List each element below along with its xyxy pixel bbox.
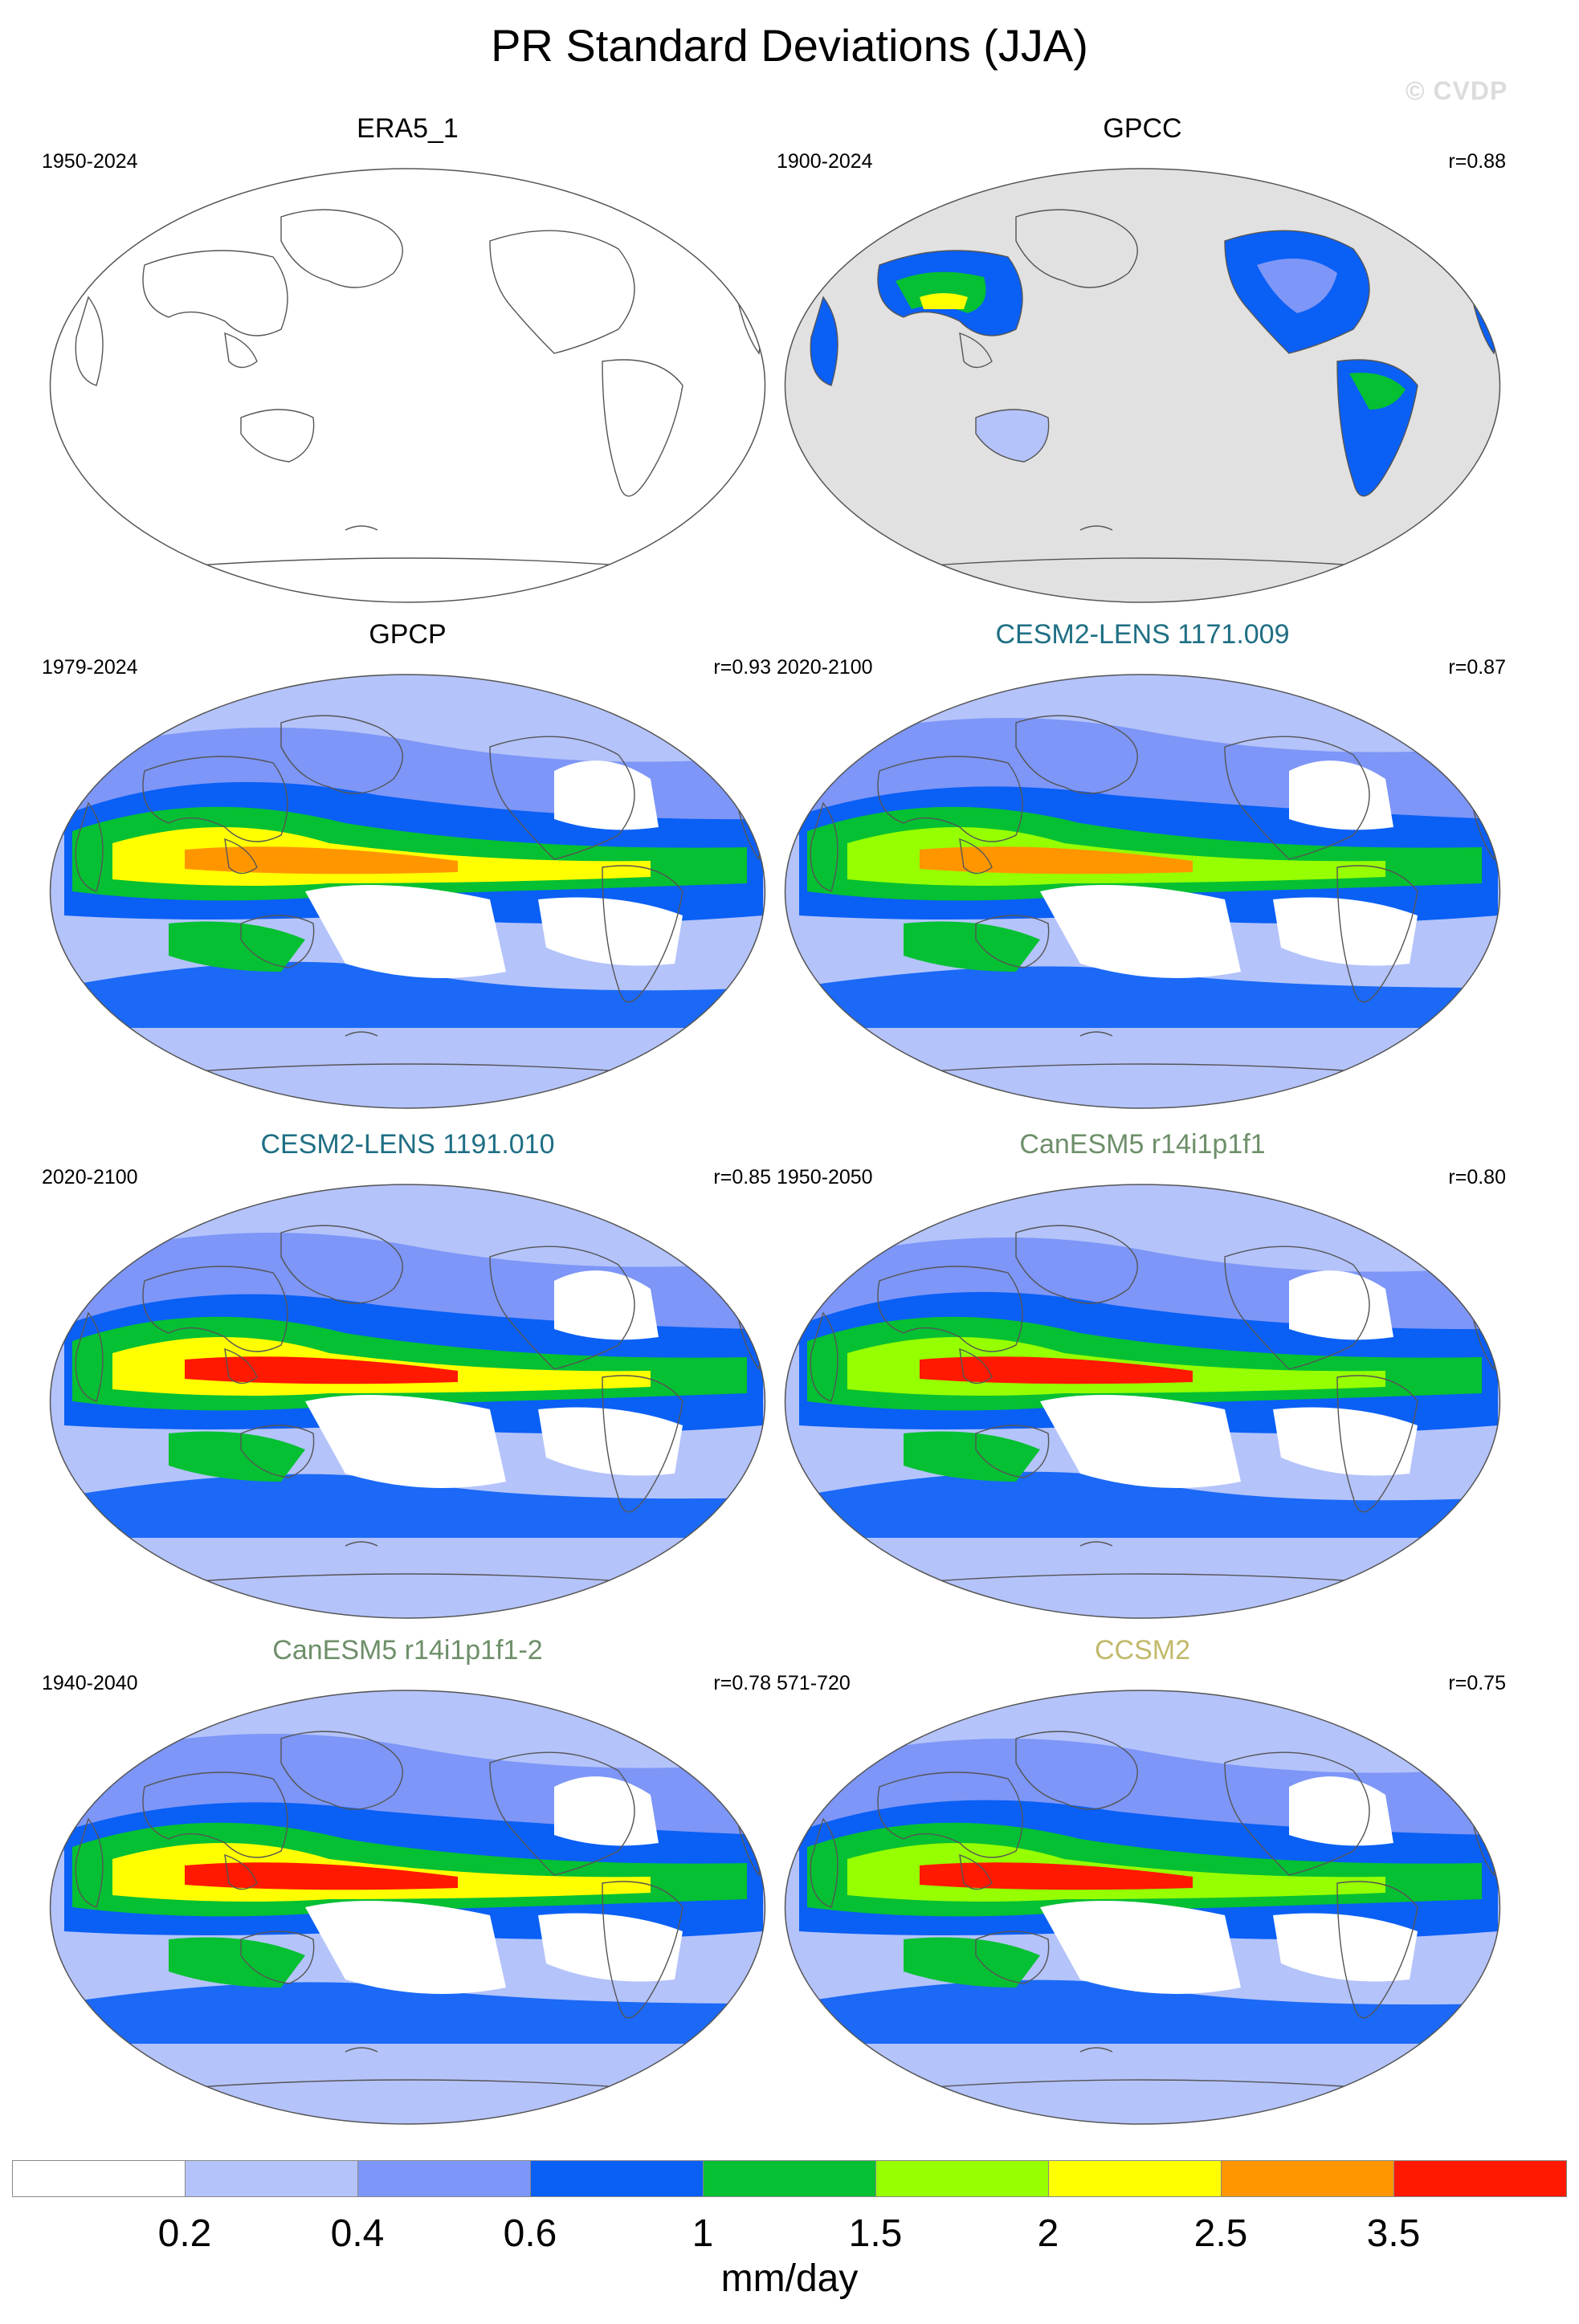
colorbar-tick-label: 1.5 xyxy=(848,2212,903,2255)
panel-title: GPCP xyxy=(369,619,447,650)
map-7 xyxy=(784,1690,1501,2125)
panel-title: ERA5_1 xyxy=(357,113,459,144)
map-4 xyxy=(49,1184,766,1619)
colorbar-tick-label: 0.6 xyxy=(503,2212,557,2255)
colorbar-units: mm/day xyxy=(720,2257,859,2300)
colorbar-box xyxy=(1393,2160,1567,2197)
panel-correlation: r=0.88 xyxy=(1448,150,1506,173)
map-panel: CESM2-LENS 1191.010 2020-2100 r=0.85 xyxy=(40,1128,775,1626)
panel-years: 2020-2100 xyxy=(777,656,873,679)
map-panel: CCSM2 571-720 r=0.75 xyxy=(775,1634,1510,2132)
panel-title: CESM2-LENS 1171.009 xyxy=(995,619,1290,650)
panel-years: 2020-2100 xyxy=(42,1166,138,1189)
panel-correlation: r=0.80 xyxy=(1448,1166,1506,1189)
panel-correlation: r=0.75 xyxy=(1448,1672,1506,1694)
colorbar-box xyxy=(1048,2160,1222,2197)
map-panel: GPCP 1979-2024 r=0.93 xyxy=(40,618,775,1116)
map-1 xyxy=(784,168,1501,603)
colorbar-tick-label: 1 xyxy=(692,2212,714,2255)
colorbar-tick-label: 0.4 xyxy=(330,2212,385,2255)
map-panel: GPCC 1900-2024 r=0.88 xyxy=(775,112,1510,610)
colorbar-tick-label: 2.5 xyxy=(1193,2212,1248,2255)
colorbar-tick-label: 0.2 xyxy=(157,2212,212,2255)
panel-years: 1950-2050 xyxy=(777,1166,873,1189)
map-panel: ERA5_1 1950-2024 xyxy=(40,112,775,610)
colorbar-box xyxy=(1221,2160,1394,2197)
map-6 xyxy=(49,1690,766,2125)
map-panel: CESM2-LENS 1171.009 2020-2100 r=0.87 xyxy=(775,618,1510,1116)
panel-years: 1900-2024 xyxy=(777,150,873,173)
colorbar-box xyxy=(185,2160,358,2197)
panel-title: CanESM5 r14i1p1f1 xyxy=(1019,1129,1266,1160)
panel-years: 1950-2024 xyxy=(42,150,138,173)
colorbar-box xyxy=(530,2160,704,2197)
cvdp-watermark: © CVDP xyxy=(1406,76,1508,105)
panel-years: 1940-2040 xyxy=(42,1672,138,1694)
panel-correlation: r=0.87 xyxy=(1448,656,1506,679)
panel-years: 1979-2024 xyxy=(42,656,138,679)
map-2 xyxy=(49,674,766,1109)
panel-title: CCSM2 xyxy=(1094,1635,1191,1666)
colorbar-box xyxy=(12,2160,186,2197)
colorbar xyxy=(12,2160,1567,2197)
panel-title: CESM2-LENS 1191.010 xyxy=(260,1129,555,1160)
panel-correlation: r=0.93 xyxy=(713,656,771,679)
colorbar-tick-label: 3.5 xyxy=(1366,2212,1421,2255)
figure-title: PR Standard Deviations (JJA) xyxy=(491,20,1088,71)
colorbar-box xyxy=(703,2160,876,2197)
colorbar-box xyxy=(357,2160,531,2197)
colorbar-tick-label: 2 xyxy=(1037,2212,1059,2255)
panel-years: 571-720 xyxy=(777,1672,851,1694)
panel-correlation: r=0.78 xyxy=(713,1672,771,1694)
map-panel: CanESM5 r14i1p1f1 1950-2050 r=0.80 xyxy=(775,1128,1510,1626)
map-0 xyxy=(49,168,766,603)
panel-title: GPCC xyxy=(1103,113,1182,144)
map-5 xyxy=(784,1184,1501,1619)
map-panel: CanESM5 r14i1p1f1-2 1940-2040 r=0.78 xyxy=(40,1634,775,2132)
panel-title: CanESM5 r14i1p1f1-2 xyxy=(272,1635,543,1666)
colorbar-box xyxy=(875,2160,1049,2197)
panel-correlation: r=0.85 xyxy=(713,1166,771,1189)
map-3 xyxy=(784,674,1501,1109)
